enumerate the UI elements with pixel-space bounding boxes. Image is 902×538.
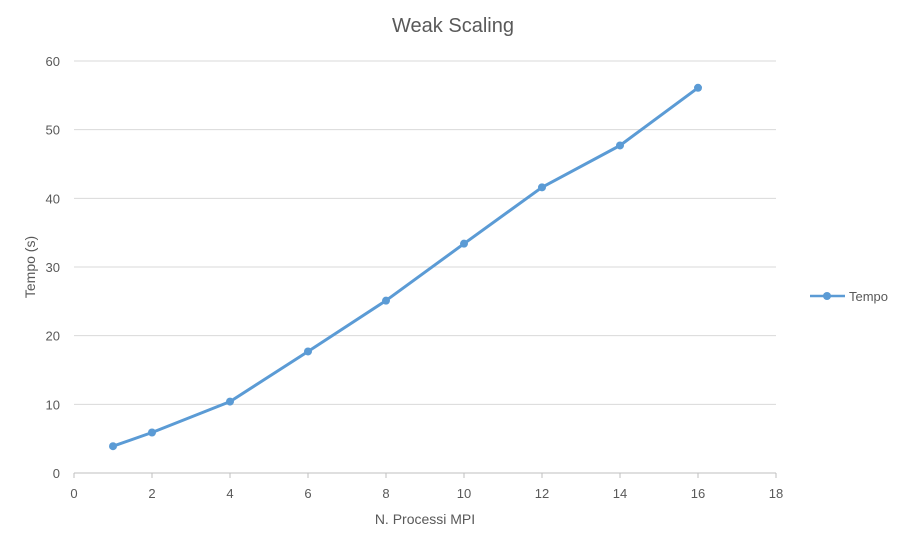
y-tick-label: 10: [46, 397, 60, 412]
data-point: [694, 83, 702, 92]
x-tick-label: 8: [382, 486, 389, 501]
series-layer: [109, 83, 702, 451]
x-tick-label: 18: [769, 486, 783, 501]
legend: Tempo: [810, 289, 888, 304]
x-axis-label: N. Processi MPI: [375, 511, 475, 527]
chart-title: Weak Scaling: [392, 15, 514, 37]
x-axis-ticks: 0 2 4 6 8 10 12 14 16 18: [70, 473, 783, 501]
x-tick-label: 6: [304, 486, 311, 501]
data-point: [616, 141, 624, 150]
legend-series-marker: [823, 292, 831, 300]
data-point: [460, 239, 468, 248]
data-point: [538, 183, 546, 192]
x-tick-label: 12: [535, 486, 549, 501]
y-tick-label: 40: [46, 191, 60, 206]
x-tick-label: 14: [613, 486, 627, 501]
y-tick-label: 50: [46, 123, 60, 138]
y-axis-ticks: 0 10 20 30 40 50 60: [46, 54, 60, 481]
data-point: [382, 296, 390, 305]
data-point: [109, 442, 117, 451]
data-point: [226, 397, 234, 406]
x-tick-label: 0: [70, 486, 77, 501]
y-tick-label: 20: [46, 329, 60, 344]
legend-series-label: Tempo: [849, 289, 888, 304]
x-tick-label: 4: [226, 486, 233, 501]
gridlines: [74, 60, 776, 405]
y-axis-label: Tempo (s): [22, 236, 38, 298]
y-tick-label: 30: [46, 260, 60, 275]
y-tick-label: 0: [53, 466, 60, 481]
x-tick-label: 2: [148, 486, 155, 501]
data-point: [148, 428, 156, 437]
x-tick-label: 10: [457, 486, 471, 501]
y-tick-label: 60: [46, 54, 60, 69]
data-point: [304, 347, 312, 356]
x-tick-label: 16: [691, 486, 705, 501]
